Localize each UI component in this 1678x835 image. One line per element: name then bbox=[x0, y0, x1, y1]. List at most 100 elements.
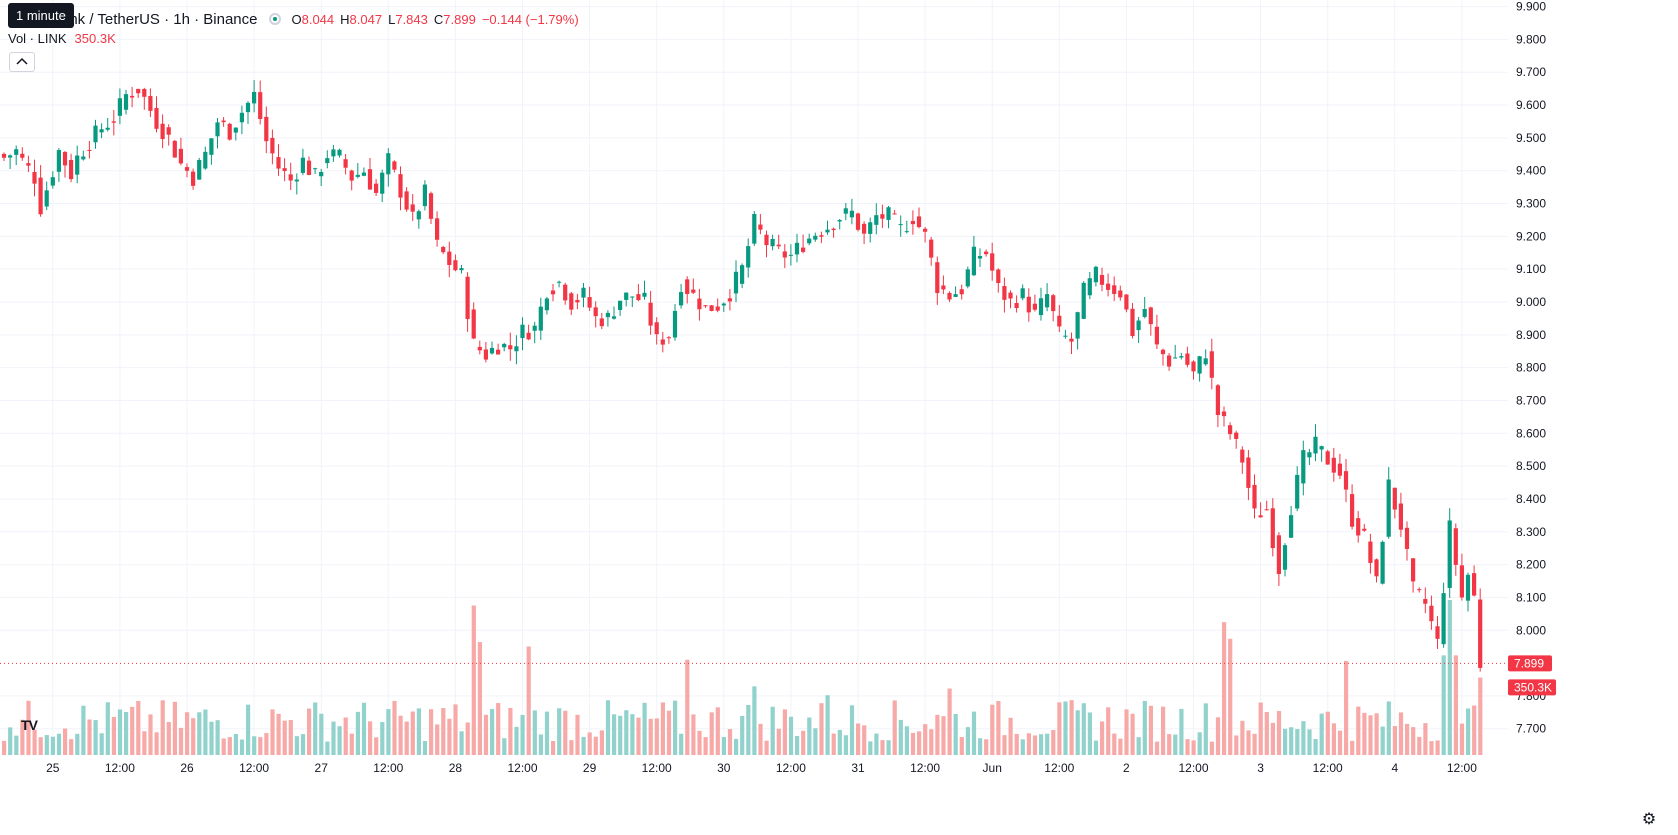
volume-bar bbox=[429, 709, 434, 755]
candle-body bbox=[1045, 294, 1050, 308]
candle-body bbox=[20, 153, 25, 158]
volume-bar bbox=[1014, 733, 1019, 755]
candle-body bbox=[1478, 599, 1483, 668]
candle-body bbox=[325, 158, 330, 164]
x-tick-label: 12:00 bbox=[776, 761, 806, 775]
volume-bar bbox=[990, 704, 995, 755]
volume-legend[interactable]: Vol · LINK 350.3K bbox=[8, 31, 116, 46]
volume-bar bbox=[1380, 726, 1385, 755]
volume-bar bbox=[1008, 717, 1013, 755]
last-price-label: 7.899 bbox=[1514, 656, 1544, 670]
candle-body bbox=[1331, 457, 1336, 473]
y-tick-label: 8.100 bbox=[1516, 590, 1546, 604]
candle-body bbox=[910, 220, 915, 225]
candle-body bbox=[782, 251, 787, 258]
volume-bar bbox=[1362, 712, 1367, 755]
candle-body bbox=[282, 168, 287, 171]
volume-bar bbox=[984, 739, 989, 755]
volume-bar bbox=[1276, 711, 1282, 755]
volume-bar bbox=[569, 740, 574, 755]
candle-body bbox=[435, 218, 440, 240]
volume-bar bbox=[1222, 622, 1227, 755]
candle-body bbox=[1417, 589, 1422, 591]
candle-body bbox=[1069, 338, 1074, 342]
candle-body bbox=[489, 347, 495, 354]
volume-bar bbox=[965, 727, 970, 755]
volume-bar bbox=[160, 700, 165, 755]
candle-body bbox=[1301, 450, 1306, 484]
candle-body bbox=[148, 96, 153, 111]
collapse-legend-button[interactable] bbox=[9, 52, 35, 72]
gear-icon[interactable]: ⚙ bbox=[1641, 811, 1657, 828]
candle-body bbox=[819, 235, 824, 237]
volume-bar bbox=[166, 722, 171, 755]
candle-body bbox=[569, 293, 574, 310]
candle-body bbox=[1386, 479, 1391, 537]
interval-tooltip: 1 minute bbox=[8, 3, 74, 28]
volume-bar bbox=[447, 718, 452, 755]
volume-bar bbox=[50, 736, 55, 755]
candle-body bbox=[923, 228, 928, 232]
x-tick-label: 30 bbox=[717, 761, 731, 775]
volume-bar bbox=[1039, 734, 1044, 755]
volume-bar bbox=[496, 703, 501, 755]
volume-bar bbox=[1295, 729, 1300, 755]
candle-body bbox=[1282, 545, 1288, 570]
candle-body bbox=[1398, 503, 1403, 530]
volume-bar bbox=[1026, 733, 1031, 755]
x-tick-label: 12:00 bbox=[1313, 761, 1343, 775]
candle-body bbox=[642, 292, 647, 297]
candle-body bbox=[288, 174, 293, 181]
volume-bar bbox=[361, 702, 367, 755]
volume-bar bbox=[483, 714, 489, 755]
candle-body bbox=[514, 346, 519, 352]
volume-bar bbox=[666, 710, 672, 755]
candle-body bbox=[843, 208, 848, 214]
volume-bar bbox=[1228, 638, 1233, 755]
candle-body bbox=[386, 153, 391, 175]
volume-bar bbox=[929, 729, 934, 755]
market-status-icon[interactable] bbox=[269, 13, 282, 25]
candle-body bbox=[14, 149, 19, 155]
tradingview-logo-icon[interactable]: TV bbox=[21, 717, 38, 733]
volume-bar bbox=[910, 732, 916, 755]
volume-bar bbox=[904, 726, 909, 755]
volume-bar bbox=[935, 714, 940, 755]
candle-body bbox=[483, 349, 488, 360]
candle-body bbox=[349, 170, 354, 181]
volume-bar bbox=[197, 712, 202, 755]
candle-body bbox=[502, 343, 507, 348]
candle-body bbox=[685, 279, 690, 294]
volume-bar bbox=[715, 707, 720, 755]
symbol-legend: ink / TetherUS · 1h · Binance O8.044 H8.… bbox=[8, 8, 579, 30]
x-tick-label: 2 bbox=[1123, 761, 1130, 775]
volume-bar bbox=[239, 739, 245, 755]
symbol-title[interactable]: ink / TetherUS · 1h · Binance bbox=[66, 10, 258, 28]
candle-body bbox=[1106, 283, 1111, 290]
candle-body bbox=[977, 255, 983, 259]
ohlc-open: O8.044 bbox=[291, 11, 335, 27]
candle-body bbox=[813, 235, 818, 240]
candle-body bbox=[32, 172, 37, 184]
price-change: −0.144 (−1.79%) bbox=[481, 11, 579, 27]
candle-body bbox=[136, 88, 141, 94]
candle-body bbox=[618, 300, 623, 310]
candle-body bbox=[87, 149, 92, 151]
candle-body bbox=[831, 228, 836, 231]
volume-bar bbox=[520, 714, 525, 755]
candle-body bbox=[441, 246, 446, 253]
volume-bar bbox=[319, 713, 324, 755]
candle-body bbox=[1026, 296, 1031, 313]
candle-body bbox=[587, 297, 592, 308]
candle-body bbox=[758, 224, 763, 230]
candle-body bbox=[367, 169, 373, 190]
y-tick-label: 9.200 bbox=[1516, 229, 1546, 243]
volume-bar bbox=[1386, 701, 1391, 755]
candle-body bbox=[581, 287, 586, 298]
candle-body bbox=[337, 149, 342, 156]
volume-bar bbox=[1112, 733, 1117, 755]
candle-body bbox=[971, 246, 976, 276]
volume-bar bbox=[32, 729, 37, 755]
volume-bar bbox=[374, 737, 379, 755]
